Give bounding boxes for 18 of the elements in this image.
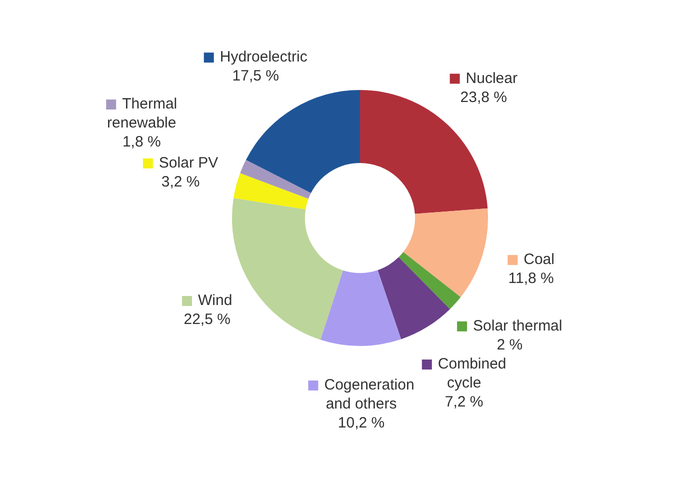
legend-label: Nuclear	[466, 70, 518, 87]
legend-label: Hydroelectric	[220, 48, 308, 66]
data-label: 3,2 %	[161, 174, 200, 191]
legend-label: Thermal renewable	[107, 96, 178, 132]
data-label: 22,5 %	[184, 311, 230, 328]
legend-label: Combined cycle	[438, 356, 506, 392]
legend-label: Cogeneration and others	[324, 376, 414, 413]
data-label: 23,8 %	[460, 88, 507, 106]
data-label: 7,2 %	[444, 394, 484, 411]
data-label: 1,8 %	[122, 134, 161, 151]
data-label: 17,5 %	[232, 68, 279, 85]
data-label: 10,2 %	[338, 414, 385, 432]
data-label: 11,8 %	[508, 270, 554, 288]
legend-label: Coal	[524, 251, 554, 268]
legend-label: Solar thermal	[473, 318, 562, 335]
data-label: 2 %	[496, 336, 523, 354]
legend-label: Wind	[198, 292, 232, 310]
legend-label: Solar PV	[158, 154, 218, 172]
